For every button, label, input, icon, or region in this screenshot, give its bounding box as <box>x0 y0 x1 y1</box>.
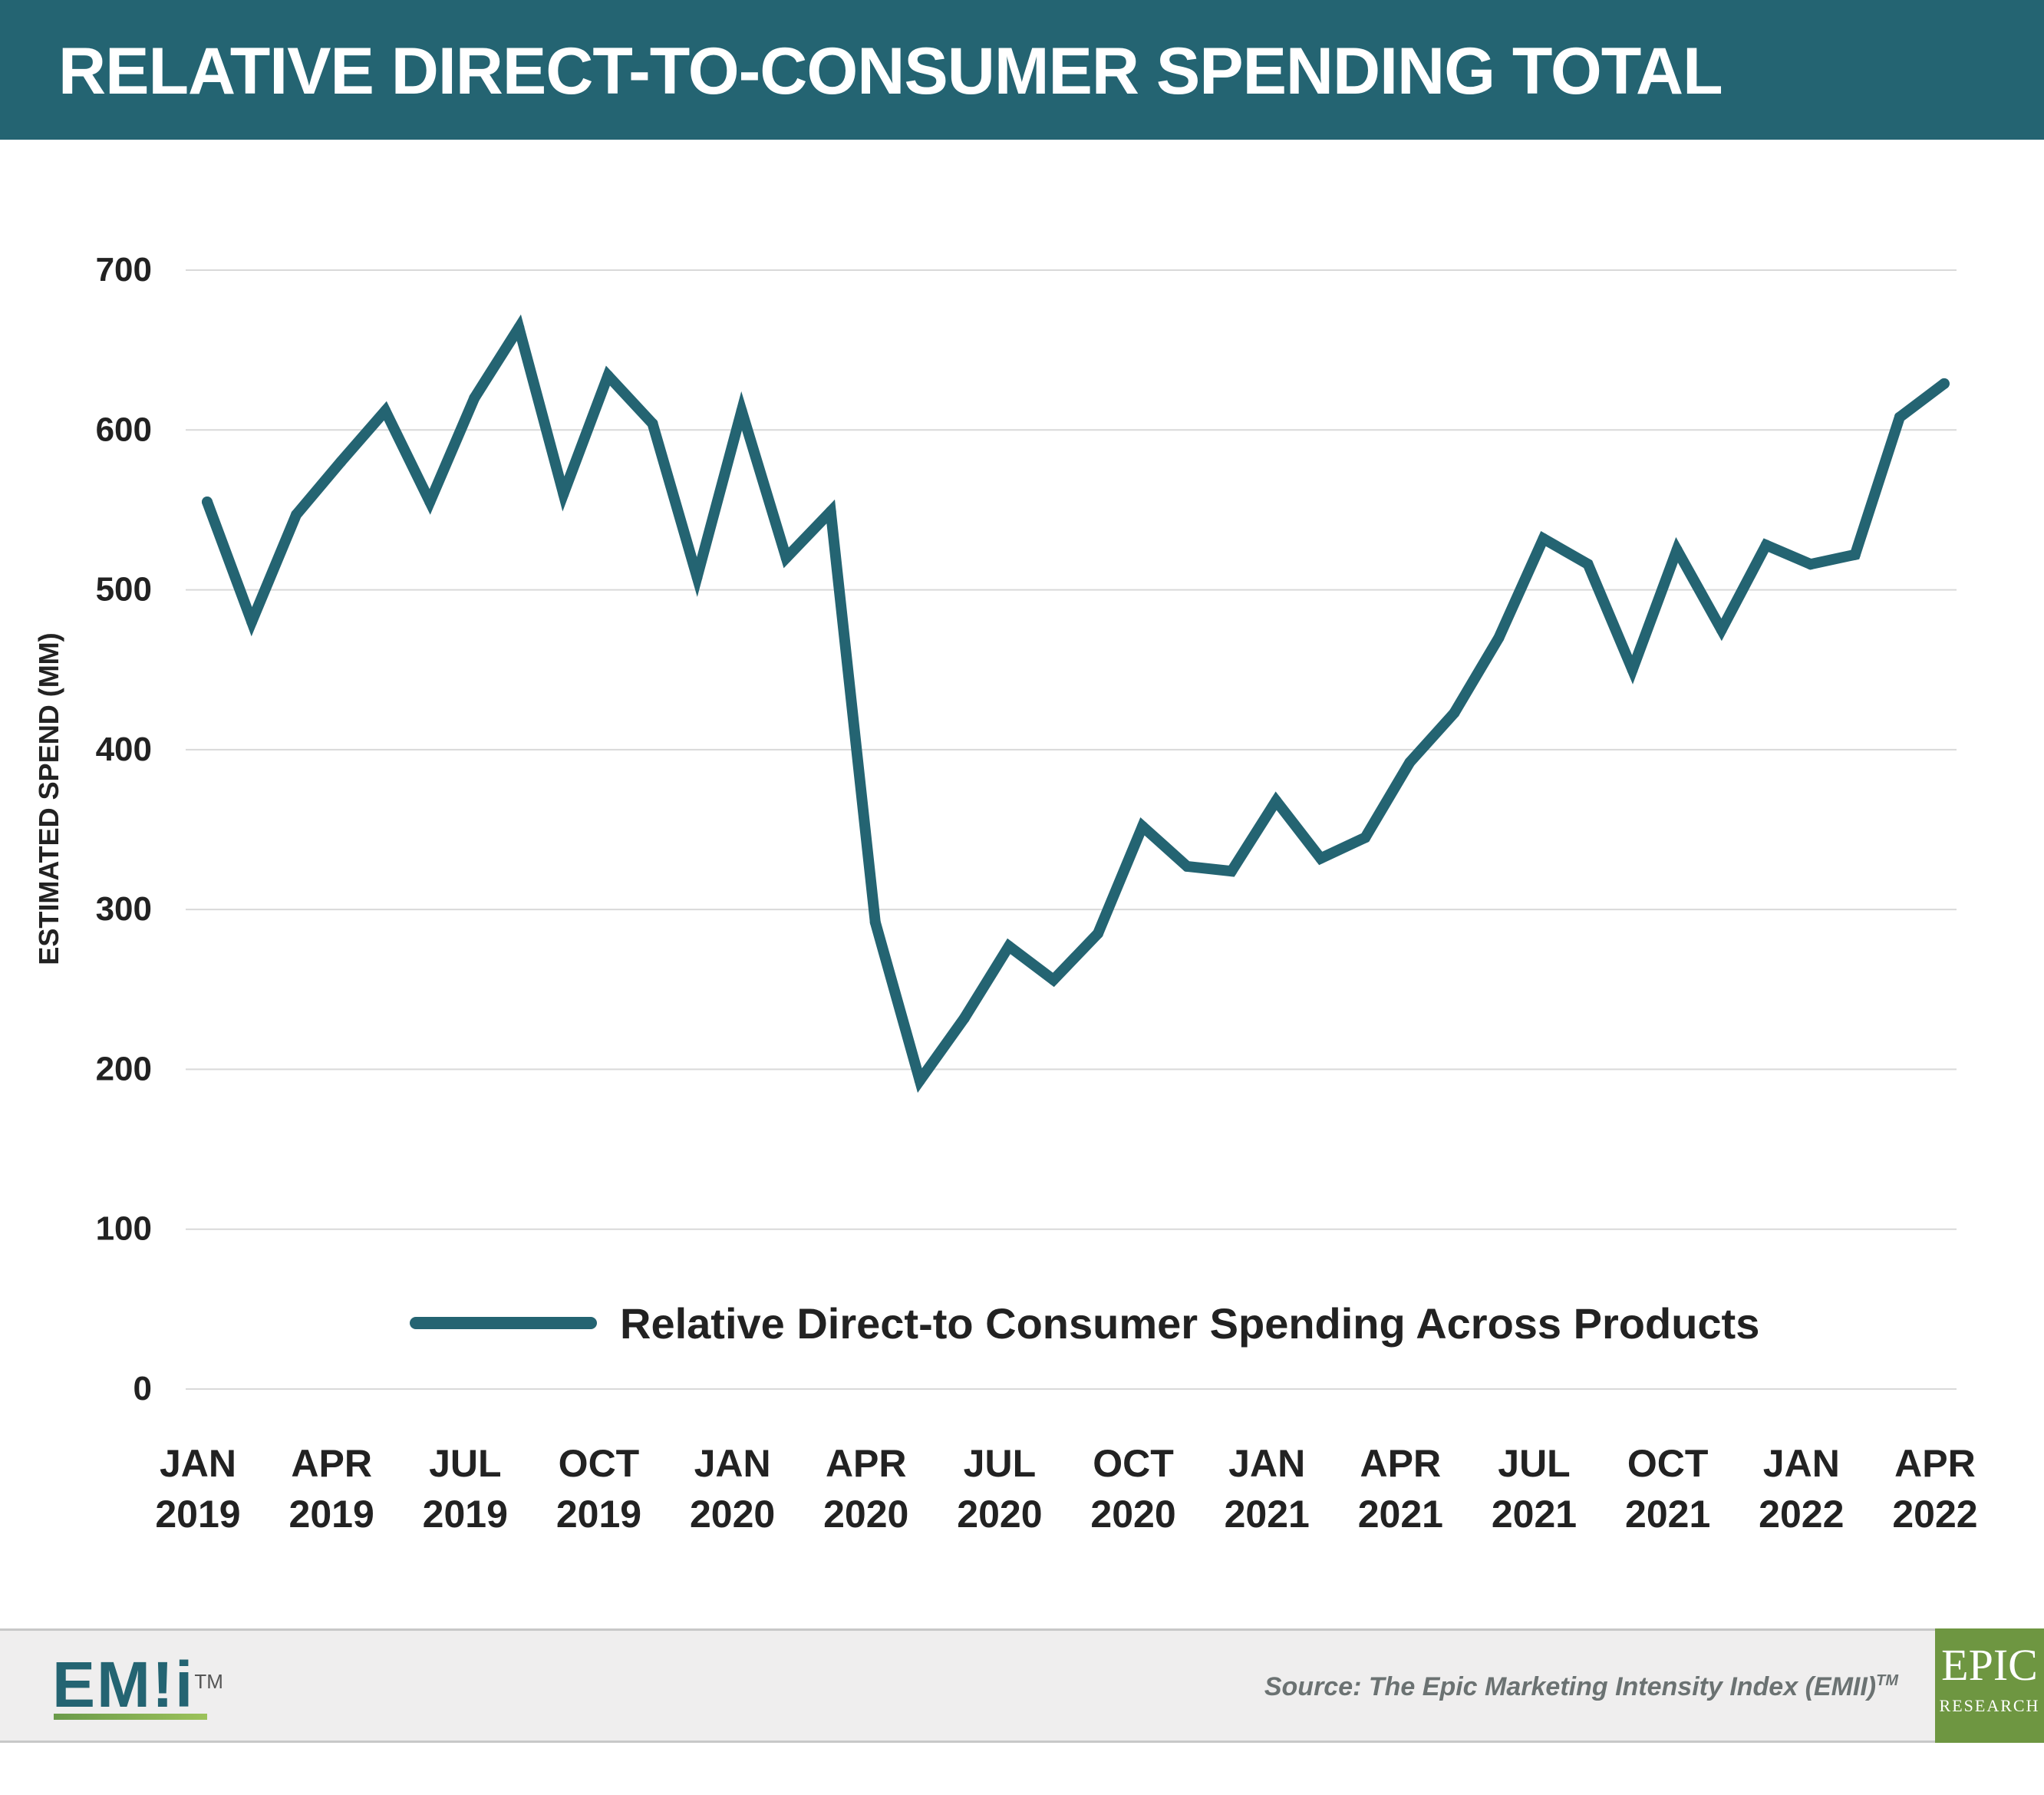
x-tick-year: 2021 <box>1358 1493 1443 1536</box>
x-tick-month: JUL <box>429 1442 501 1485</box>
y-tick-label: 300 <box>96 890 152 928</box>
source-text: Source: The Epic Marketing Intensity Ind… <box>1264 1672 1877 1701</box>
data-point <box>1093 928 1103 939</box>
x-tick-month: APR <box>826 1442 907 1485</box>
x-tick-year: 2022 <box>1759 1493 1844 1536</box>
chart-header: RELATIVE DIRECT-TO-CONSUMER SPENDING TOT… <box>0 0 2044 140</box>
x-tick-year: 2019 <box>423 1493 508 1536</box>
x-tick-month: APR <box>291 1442 372 1485</box>
x-tick-month: JUL <box>1498 1442 1570 1485</box>
y-tick-label: 200 <box>96 1050 152 1087</box>
data-point <box>1271 795 1282 807</box>
legend-label: Relative Direct-to Consumer Spending Acr… <box>620 1299 1759 1348</box>
x-tick-month: JAN <box>1228 1442 1305 1485</box>
epic-logo-word: EPIC <box>1941 1640 2038 1690</box>
data-point <box>513 322 525 333</box>
data-point <box>1938 378 1950 389</box>
x-tick-month: JAN <box>1763 1442 1840 1485</box>
x-tick-month: APR <box>1894 1442 1976 1485</box>
data-point <box>1627 664 1638 675</box>
data-point <box>1671 544 1683 556</box>
x-tick-month: APR <box>1360 1442 1442 1485</box>
data-point <box>1538 533 1549 544</box>
emii-logo-tm: TM <box>194 1670 223 1693</box>
data-point <box>291 509 302 520</box>
x-tick-month: OCT <box>1093 1442 1174 1485</box>
series-line <box>202 314 1950 1093</box>
data-point <box>1449 707 1460 718</box>
data-point <box>736 405 747 417</box>
y-tick-label: 500 <box>96 571 152 609</box>
x-tick-year: 2020 <box>690 1493 775 1536</box>
x-tick-year: 2021 <box>1492 1493 1577 1536</box>
epic-logo-subtitle: RESEARCH <box>1939 1696 2040 1715</box>
data-point <box>602 370 614 381</box>
y-tick-label: 700 <box>96 251 152 289</box>
data-point <box>1493 632 1505 644</box>
source-note: Source: The Epic Marketing Intensity Ind… <box>1264 1672 1898 1702</box>
data-point <box>380 405 391 417</box>
emii-logo-text: EM!i <box>52 1648 195 1721</box>
y-axis-label: ESTIMATED SPEND (MM) <box>33 632 64 965</box>
data-point <box>825 506 836 517</box>
chart-title: RELATIVE DIRECT-TO-CONSUMER SPENDING TOT… <box>58 35 1723 108</box>
data-point <box>1716 624 1727 635</box>
data-point <box>1404 757 1416 768</box>
data-point <box>647 417 658 429</box>
x-tick-month: JAN <box>694 1442 771 1485</box>
data-point <box>1894 411 1905 423</box>
emii-logo: EM!iTM <box>52 1652 223 1717</box>
data-point <box>958 1012 970 1024</box>
data-point <box>1849 549 1861 560</box>
data-point <box>869 916 881 928</box>
x-tick-year: 2021 <box>1625 1493 1710 1536</box>
data-point <box>246 616 258 628</box>
data-point <box>1760 539 1772 551</box>
data-point <box>914 1075 925 1087</box>
y-tick-label: 400 <box>96 731 152 768</box>
x-tick-year: 2020 <box>823 1493 908 1536</box>
x-tick-year: 2019 <box>155 1493 240 1536</box>
source-tm: TM <box>1876 1672 1898 1689</box>
data-point <box>335 456 347 467</box>
x-tick-year: 2019 <box>556 1493 641 1536</box>
x-tick-month: JUL <box>964 1442 1036 1485</box>
x-tick-month: OCT <box>1627 1442 1709 1485</box>
data-point <box>780 552 792 563</box>
data-point <box>202 497 213 508</box>
data-point <box>1582 559 1594 570</box>
data-point <box>1315 853 1327 864</box>
y-tick-label: 100 <box>96 1210 152 1248</box>
data-point <box>1805 559 1816 570</box>
data-point <box>1137 820 1149 832</box>
x-tick-month: OCT <box>559 1442 640 1485</box>
data-point <box>691 571 703 582</box>
x-tick-year: 2020 <box>1090 1493 1175 1536</box>
data-point <box>1360 832 1371 843</box>
y-tick-label: 600 <box>96 411 152 448</box>
y-tick-label: 0 <box>134 1370 152 1407</box>
x-tick-year: 2022 <box>1892 1493 1977 1536</box>
data-point <box>1003 941 1014 952</box>
footer-bar: EM!iTM Source: The Epic Marketing Intens… <box>0 1628 2044 1743</box>
data-point <box>1182 860 1193 872</box>
x-tick-year: 2021 <box>1225 1493 1310 1536</box>
data-point <box>558 488 569 500</box>
epic-research-logo: EPIC RESEARCH <box>1935 1628 2044 1743</box>
data-point <box>469 392 480 404</box>
data-point <box>424 497 436 508</box>
data-point <box>1047 974 1059 985</box>
emii-logo-underline <box>54 1714 207 1720</box>
x-tick-year: 2019 <box>289 1493 374 1536</box>
x-tick-year: 2020 <box>957 1493 1042 1536</box>
data-point <box>1226 866 1238 877</box>
x-tick-month: JAN <box>160 1442 236 1485</box>
line-chart: 0 100 200 300 400 500 600 700 ESTIMATED SPEND (M… <box>33 251 1978 1536</box>
